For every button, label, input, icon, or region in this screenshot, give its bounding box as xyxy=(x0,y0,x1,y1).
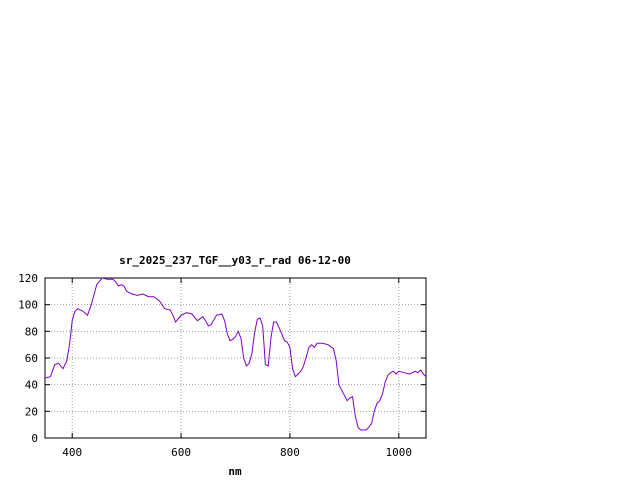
y-tick-labels: 0 20 40 60 80 100 120 xyxy=(18,272,38,445)
x-axis-label: nm xyxy=(228,465,242,478)
x-tick-label: 400 xyxy=(62,446,82,459)
y-tick-label: 20 xyxy=(25,405,38,418)
axis-ticks xyxy=(45,277,426,439)
y-tick-label: 40 xyxy=(25,379,38,392)
x-tick-labels: 400 600 800 1000 xyxy=(62,446,412,459)
y-tick-label: 0 xyxy=(31,432,38,445)
x-tick-label: 600 xyxy=(171,446,191,459)
y-tick-label: 120 xyxy=(18,272,38,285)
chart-title: sr_2025_237_TGF__y03_r_rad 06-12-00 xyxy=(119,254,351,267)
x-tick-label: 1000 xyxy=(386,446,413,459)
x-tick-label: 800 xyxy=(280,446,300,459)
series-line xyxy=(44,277,427,431)
y-tick-label: 80 xyxy=(25,325,38,338)
y-tick-label: 60 xyxy=(25,352,38,365)
y-tick-label: 100 xyxy=(18,299,38,312)
grid-lines xyxy=(45,278,426,438)
